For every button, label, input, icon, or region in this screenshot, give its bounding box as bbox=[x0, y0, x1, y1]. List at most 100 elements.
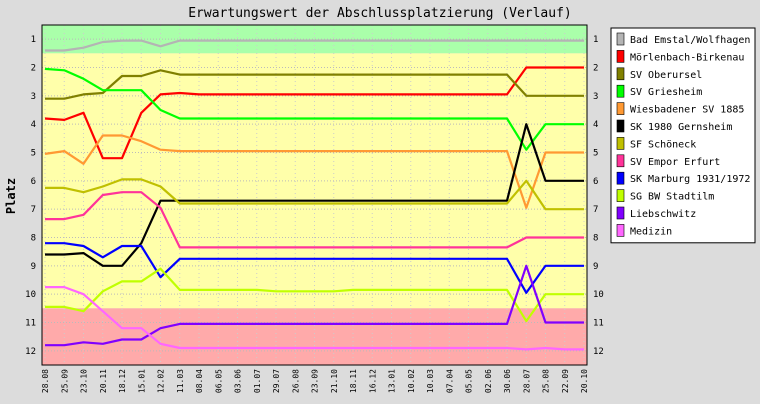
y-tick-right-1: 1 bbox=[593, 35, 598, 45]
legend-swatch-6 bbox=[616, 137, 625, 150]
x-tick-14: 23.09 bbox=[311, 369, 320, 393]
legend-label-1: Mörlenbach-Birkenau bbox=[630, 52, 744, 63]
legend-swatch-7 bbox=[616, 154, 625, 168]
y-tick-right-4: 4 bbox=[593, 120, 598, 130]
series-line-3 bbox=[44, 67, 584, 151]
legend-swatch-2 bbox=[616, 67, 625, 81]
series-line-1 bbox=[44, 66, 584, 160]
chart-title: Erwartungswert der Abschlussplatzierung … bbox=[188, 6, 572, 21]
y-tick-left-1: 1 bbox=[31, 35, 36, 45]
y-tick-right-6: 6 bbox=[593, 177, 598, 187]
gridlines bbox=[42, 25, 587, 365]
series-line-11 bbox=[45, 286, 584, 351]
x-tick-13: 26.08 bbox=[291, 369, 300, 393]
legend-swatch-3 bbox=[616, 84, 625, 98]
y-tick-right-11: 11 bbox=[593, 319, 604, 329]
legend-label-3: SV Griesheim bbox=[630, 87, 702, 98]
y-tick-right-2: 2 bbox=[593, 64, 598, 74]
x-tick-24: 30.06 bbox=[503, 369, 512, 393]
band-2 bbox=[42, 308, 587, 365]
y-tick-right-8: 8 bbox=[593, 234, 598, 244]
y-tick-right-5: 5 bbox=[593, 149, 598, 159]
legend-label-5: SK 1980 Gernsheim bbox=[630, 122, 732, 133]
y-tick-right-9: 9 bbox=[593, 262, 598, 272]
y-tick-left-10: 10 bbox=[25, 290, 36, 300]
y-tick-right-3: 3 bbox=[593, 92, 598, 102]
legend-label-8: SK Marburg 1931/1972 bbox=[630, 174, 750, 185]
x-tick-3: 20.11 bbox=[99, 369, 108, 393]
legend-swatch-11 bbox=[616, 224, 625, 237]
series-line-0 bbox=[45, 39, 584, 52]
legend-swatch-9 bbox=[616, 189, 625, 202]
series-line-2 bbox=[45, 69, 584, 100]
x-tick-2: 23.10 bbox=[80, 369, 89, 393]
x-tick-25: 28.07 bbox=[522, 369, 531, 393]
legend-swatch-5 bbox=[616, 119, 625, 133]
series-line-4 bbox=[44, 134, 584, 209]
x-tick-7: 11.03 bbox=[176, 369, 185, 393]
legend-swatch-10 bbox=[616, 206, 625, 220]
x-tick-22: 05.05 bbox=[465, 369, 474, 393]
x-tick-12: 29.07 bbox=[272, 369, 281, 393]
x-tick-8: 08.04 bbox=[195, 369, 204, 393]
x-tick-27: 22.09 bbox=[561, 369, 570, 393]
series-line-5 bbox=[45, 123, 584, 267]
legend-swatch-1 bbox=[616, 50, 625, 63]
x-tick-20: 10.03 bbox=[426, 369, 435, 393]
x-tick-9: 06.05 bbox=[214, 369, 223, 393]
legend-label-9: SG BW Stadtilm bbox=[630, 192, 714, 203]
legend: Bad Emstal/Wolfhagen Mörlenbach-Birkenau S… bbox=[610, 27, 756, 244]
y-tick-left-11: 11 bbox=[25, 319, 36, 329]
x-tick-16: 18.11 bbox=[349, 369, 358, 393]
y-axis-label: Platz bbox=[4, 178, 18, 214]
y-tick-left-7: 7 bbox=[31, 205, 36, 215]
legend-label-0: Bad Emstal/Wolfhagen bbox=[630, 35, 750, 46]
x-tick-6: 12.02 bbox=[157, 369, 166, 393]
legend-swatch-0 bbox=[616, 32, 625, 46]
series-line-7 bbox=[45, 191, 584, 249]
x-tick-21: 07.04 bbox=[445, 369, 454, 393]
x-tick-labels: 28.08 25.09 23.10 20.11 18.12 15.01 12.02 11.03… bbox=[41, 369, 589, 393]
x-tick-4: 18.12 bbox=[118, 369, 127, 393]
series-line-9 bbox=[45, 267, 584, 323]
y-tick-left-3: 3 bbox=[31, 92, 36, 102]
y-tick-right-7: 7 bbox=[593, 205, 598, 215]
x-tick-0: 28.08 bbox=[41, 369, 50, 393]
x-tick-10: 03.06 bbox=[234, 369, 243, 393]
x-tick-18: 13.01 bbox=[388, 369, 397, 393]
legend-label-4: Wiesbadener SV 1885 bbox=[630, 105, 744, 116]
y-tick-left-6: 6 bbox=[31, 177, 36, 187]
x-tick-19: 10.02 bbox=[407, 369, 416, 393]
series-line-6 bbox=[45, 178, 584, 211]
legend-box bbox=[610, 27, 756, 244]
y-tick-right-12: 12 bbox=[593, 347, 604, 357]
y-tick-left-12: 12 bbox=[25, 347, 36, 357]
legend-label-10: Liebschwitz bbox=[630, 209, 696, 220]
legend-label-11: Medizin bbox=[630, 226, 672, 237]
series-line-10 bbox=[45, 264, 584, 347]
x-tick-1: 25.09 bbox=[60, 369, 69, 393]
x-tick-15: 21.10 bbox=[330, 369, 339, 393]
legend-label-7: SV Empor Erfurt bbox=[630, 157, 720, 168]
legend-label-6: SF Schöneck bbox=[630, 139, 696, 150]
x-tick-28: 20.10 bbox=[580, 369, 589, 393]
x-tick-11: 01.07 bbox=[253, 369, 262, 393]
legend-swatch-4 bbox=[616, 102, 625, 115]
y-tick-right-10: 10 bbox=[593, 290, 604, 300]
x-tick-5: 15.01 bbox=[137, 369, 146, 393]
y-tick-left-4: 4 bbox=[31, 120, 36, 130]
series-line-8 bbox=[45, 242, 584, 294]
x-tick-26: 25.08 bbox=[542, 369, 551, 393]
y-tick-left-9: 9 bbox=[31, 262, 36, 272]
y-tick-left-8: 8 bbox=[31, 234, 36, 244]
legend-label-2: SV Oberursel bbox=[630, 70, 702, 81]
plot-frame bbox=[41, 24, 588, 366]
x-tick-23: 02.06 bbox=[484, 369, 493, 393]
y-tick-left-2: 2 bbox=[31, 64, 36, 74]
x-tick-17: 16.12 bbox=[368, 369, 377, 393]
series-lines bbox=[44, 39, 584, 351]
legend-swatch-8 bbox=[616, 171, 625, 185]
